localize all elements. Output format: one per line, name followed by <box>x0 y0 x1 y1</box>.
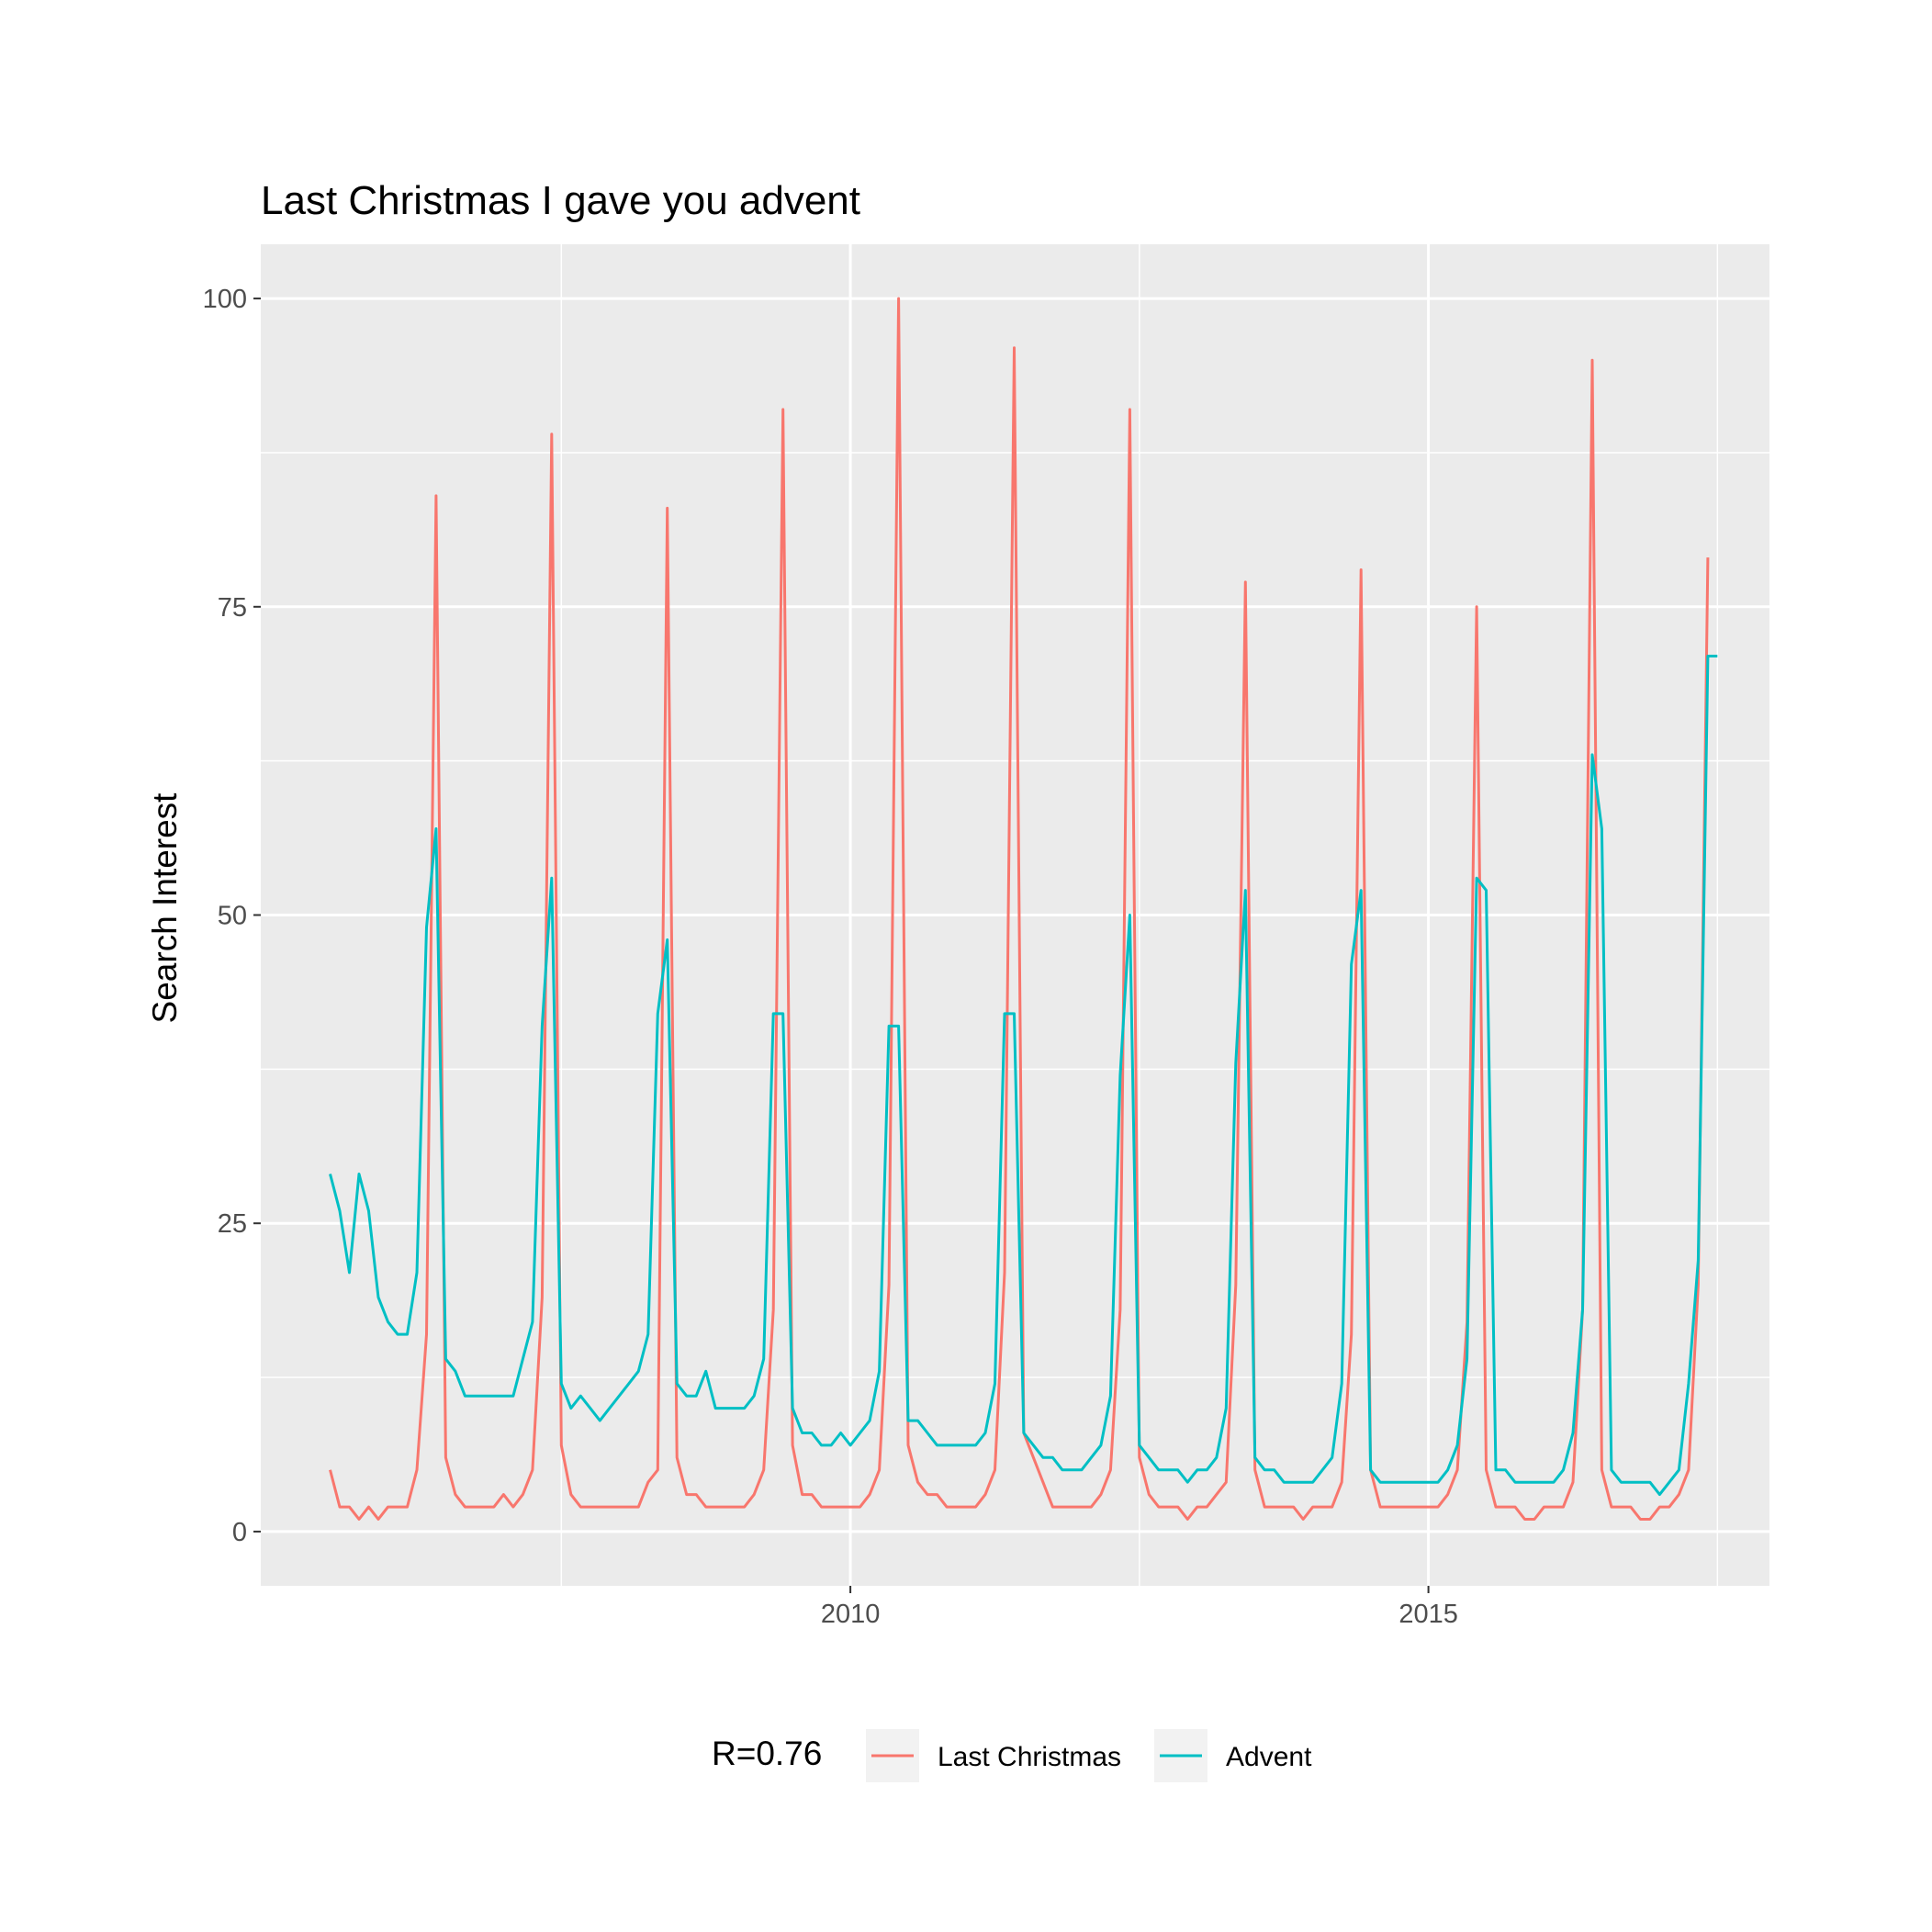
series-layer <box>329 297 1718 1521</box>
legend-label: Last Christmas <box>938 1742 1121 1772</box>
y-tick-label: 0 <box>232 1518 247 1547</box>
y-tick-label: 75 <box>218 593 247 623</box>
axis-tick-labels: 0 25 50 75 100 2010 2015 <box>203 285 1458 1629</box>
axis-ticks <box>253 298 1430 1593</box>
y-tick-label: 25 <box>218 1209 247 1239</box>
legend: R=0.76 Last Christmas Advent <box>712 1729 1312 1782</box>
y-tick-label: 100 <box>203 285 247 314</box>
x-tick-label: 2015 <box>1398 1600 1458 1629</box>
chart-title: Last Christmas I gave you advent <box>261 178 860 223</box>
legend-label: Advent <box>1226 1742 1312 1772</box>
y-tick-label: 50 <box>218 902 247 931</box>
y-axis-title: Search Interest <box>146 792 184 1024</box>
legend-title: R=0.76 <box>712 1735 822 1772</box>
x-tick-label: 2010 <box>821 1600 881 1629</box>
series-line-advent <box>329 655 1718 1497</box>
